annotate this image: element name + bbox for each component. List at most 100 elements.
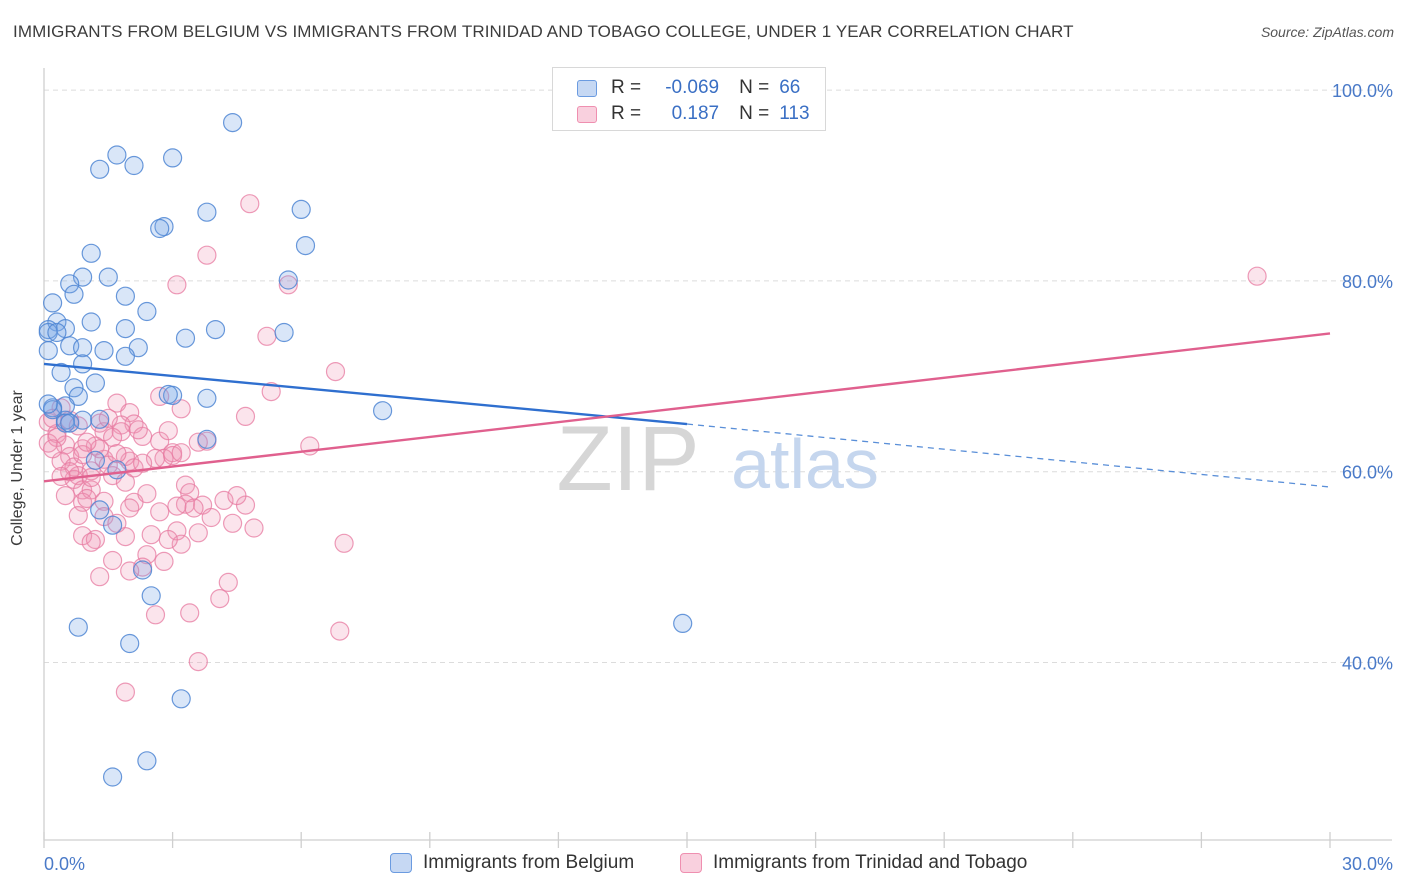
trinidad-point [180, 483, 200, 503]
trend-lines [43, 332, 1331, 488]
belgium-point [137, 301, 157, 322]
trinidad-trend-line [43, 332, 1331, 483]
trinidad-point [235, 406, 256, 426]
trinidad-point [115, 682, 136, 702]
legend-r-value-trinidad: 0.187 [671, 103, 720, 124]
belgium-point [38, 394, 58, 414]
legend-item-belgium: Immigrants from Belgium [390, 852, 634, 874]
legend-swatch-trinidad [680, 853, 702, 873]
belgium-point [38, 341, 58, 361]
trinidad-point [133, 453, 153, 473]
belgium-point [115, 319, 136, 339]
legend-n-label: N = [739, 103, 770, 124]
trinidad-point [227, 486, 247, 506]
trinidad-point [330, 621, 350, 641]
belgium-point [85, 373, 106, 393]
series-belgium-points [38, 112, 693, 787]
belgium-trend-extension [686, 423, 1331, 488]
belgium-point [163, 148, 183, 168]
trinidad-point [154, 551, 174, 572]
legend-row-trinidad: R = 0.187 N = 113 [577, 102, 810, 126]
belgium-point [68, 617, 88, 637]
belgium-trend-line [43, 362, 688, 426]
legend-n-label: N = [739, 77, 770, 98]
legend-label-belgium: Immigrants from Belgium [423, 852, 635, 873]
legend-label-trinidad: Immigrants from Trinidad and Tobago [713, 852, 1028, 873]
belgium-point [158, 384, 178, 405]
trinidad-point [1247, 266, 1267, 286]
belgium-point [133, 560, 153, 580]
belgium-point [102, 515, 123, 535]
series-legend: Immigrants from Belgium Immigrants from … [0, 852, 1406, 878]
trinidad-point [81, 532, 101, 552]
belgium-point [291, 199, 311, 219]
trinidad-point [68, 505, 88, 526]
legend-swatch-trinidad [577, 105, 597, 123]
trinidad-point [240, 194, 260, 214]
belgium-point [94, 341, 114, 361]
trinidad-point [223, 513, 243, 533]
tick-labels: 100.0% 80.0% 60.0% 40.0% 0.0% 30.0% [44, 81, 1393, 874]
axes [43, 68, 1392, 848]
trinidad-point [158, 421, 178, 441]
belgium-point [81, 312, 101, 332]
belgium-point [673, 613, 693, 634]
legend-item-trinidad: Immigrants from Trinidad and Tobago [680, 852, 1027, 874]
legend-r-value-belgium: -0.069 [665, 77, 720, 98]
legend-swatch-belgium [390, 853, 412, 873]
trinidad-point [210, 588, 230, 609]
trinidad-point [120, 498, 140, 518]
trinidad-point [90, 567, 110, 587]
trinidad-point [137, 545, 157, 565]
belgium-point [197, 202, 217, 222]
trinidad-point [167, 275, 187, 295]
trinidad-point [51, 466, 71, 487]
source-credit: Source: ZipAtlas.com [1260, 24, 1394, 40]
belgium-point [90, 500, 110, 520]
trinidad-point [188, 523, 208, 543]
watermark: ZIP atlas [556, 408, 879, 510]
belgium-point [175, 328, 196, 348]
belgium-point [72, 354, 93, 374]
trinidad-point [218, 572, 238, 593]
chart-title: IMMIGRANTS FROM BELGIUM VS IMMIGRANTS FR… [13, 22, 1074, 41]
grid-lines [44, 89, 1392, 664]
correlation-legend: R = -0.069 N = 66 R = 0.187 N = 113 [552, 67, 826, 131]
belgium-point [137, 751, 157, 771]
y-tick-label: 80.0% [1342, 272, 1393, 292]
belgium-point [90, 409, 110, 429]
belgium-point [115, 346, 136, 366]
trinidad-point [107, 444, 127, 464]
belgium-point [47, 322, 67, 343]
legend-r-label: R = [611, 77, 642, 98]
y-tick-label: 40.0% [1342, 654, 1393, 674]
trinidad-point [201, 507, 221, 528]
belgium-point [60, 274, 80, 294]
belgium-point [90, 159, 110, 179]
belgium-point [171, 689, 191, 709]
trinidad-point [72, 445, 93, 465]
belgium-point [150, 218, 170, 239]
belgium-point [55, 413, 76, 433]
legend-n-value-trinidad: 113 [779, 103, 810, 124]
watermark-zip: ZIP [556, 408, 699, 510]
trinidad-point [278, 275, 298, 295]
belgium-point [81, 243, 101, 263]
trinidad-point [137, 484, 157, 504]
belgium-point [107, 460, 127, 480]
legend-row-belgium: R = -0.069 N = 66 [577, 76, 800, 100]
trinidad-point [180, 603, 200, 623]
trinidad-point [171, 443, 191, 463]
belgium-point [107, 145, 127, 165]
trinidad-point [141, 525, 161, 545]
trinidad-point [158, 529, 178, 550]
belgium-point [98, 267, 118, 287]
x-tick-label: 0.0% [44, 854, 85, 874]
belgium-point [205, 320, 226, 340]
trinidad-point [145, 605, 166, 625]
trinidad-point [325, 362, 346, 382]
trinidad-point [42, 439, 63, 459]
belgium-point [197, 388, 217, 408]
belgium-point [197, 429, 217, 449]
